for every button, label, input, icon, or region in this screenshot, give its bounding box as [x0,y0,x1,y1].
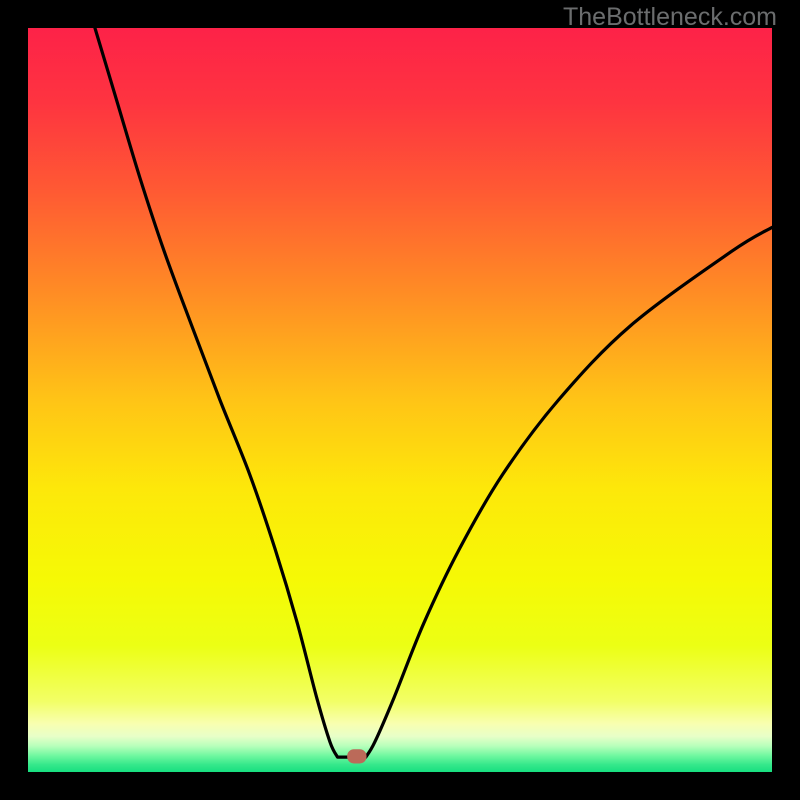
watermark-text: TheBottleneck.com [563,3,777,32]
plot-svg [28,28,772,772]
gradient-background [28,28,772,772]
plot-area [28,28,772,772]
optimum-marker [347,749,366,763]
